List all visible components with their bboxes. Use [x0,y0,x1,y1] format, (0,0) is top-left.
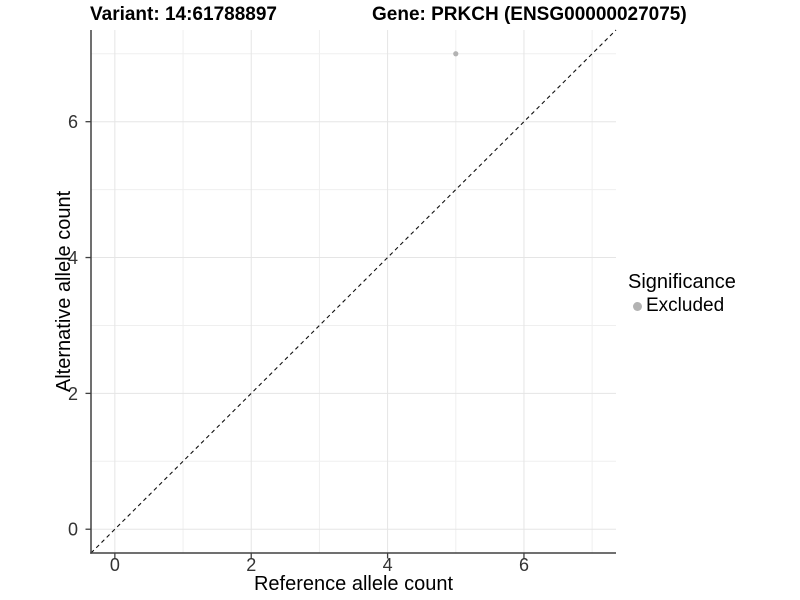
x-tick-label: 6 [519,555,529,575]
legend: Significance Excluded [628,270,736,317]
legend-point-icon [633,301,642,311]
x-tick-label: 4 [383,555,393,575]
data-point [453,51,459,57]
y-axis-title: Alternative allele count [53,190,75,392]
y-tick-label: 4 [68,248,78,268]
identity-line [90,29,617,554]
y-tick-label: 6 [68,112,78,132]
y-tick-label: 2 [68,384,78,404]
x-axis-title: Reference allele count [254,573,453,595]
legend-item-excluded: Excluded [628,295,736,317]
legend-title: Significance [628,271,736,293]
legend-item-label: Excluded [646,295,725,316]
x-tick-label: 2 [246,555,256,575]
plot-title-variant: Variant: 14:61788897 [90,4,277,25]
x-tick-label: 0 [110,555,120,575]
y-tick-label: 0 [68,520,78,540]
plot-title-gene: Gene: PRKCH (ENSG00000027075) [372,4,687,25]
